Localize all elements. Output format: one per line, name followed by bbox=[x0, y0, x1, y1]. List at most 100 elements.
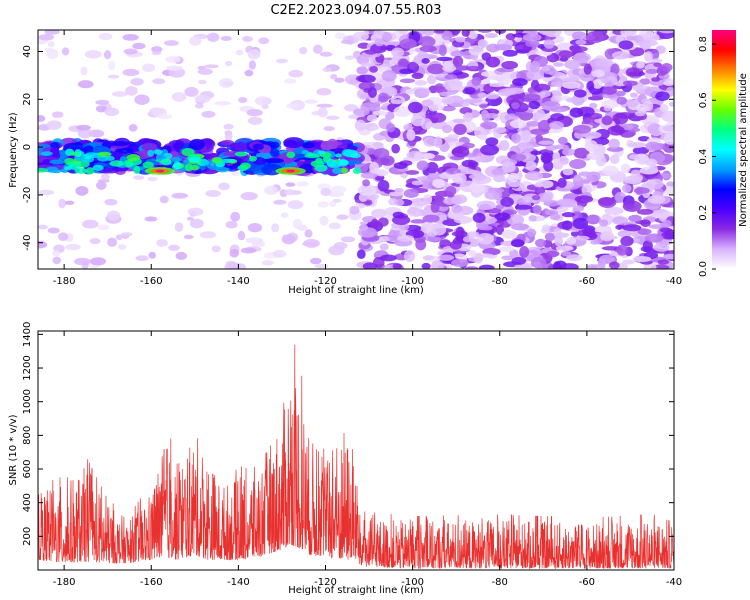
heatmap-cell bbox=[362, 262, 378, 269]
heatmap-cell bbox=[310, 257, 322, 265]
heatmap-cell bbox=[317, 201, 330, 208]
heatmap-cell bbox=[522, 33, 542, 42]
heatmap-cell bbox=[246, 109, 263, 117]
heatmap-cell bbox=[328, 222, 341, 230]
heatmap-cell bbox=[525, 40, 540, 48]
heatmap-cell bbox=[629, 92, 639, 98]
y-tick-label: 1400 bbox=[22, 322, 33, 347]
heatmap-cell bbox=[163, 40, 179, 46]
heatmap-cell bbox=[573, 147, 590, 159]
heatmap-cell bbox=[197, 68, 213, 76]
heatmap-cell bbox=[539, 90, 551, 98]
heatmap-cell bbox=[591, 69, 605, 78]
heatmap-cell bbox=[332, 167, 343, 174]
heatmap-cell bbox=[461, 30, 470, 37]
heatmap-y-axis-label: Frequency (Hz) bbox=[8, 112, 19, 188]
heatmap-cell bbox=[322, 67, 332, 73]
heatmap-cell bbox=[467, 231, 480, 238]
heatmap-cell bbox=[320, 187, 332, 196]
heatmap-cell bbox=[344, 55, 355, 60]
heatmap-cell bbox=[389, 59, 398, 65]
heatmap-cell bbox=[187, 207, 204, 216]
heatmap-cell bbox=[393, 106, 412, 117]
heatmap-cell bbox=[349, 205, 360, 215]
heatmap-cell bbox=[637, 135, 650, 142]
heatmap-cell bbox=[623, 175, 643, 185]
heatmap-cell bbox=[545, 144, 558, 151]
heatmap-cell bbox=[542, 191, 554, 202]
heatmap-cell bbox=[666, 181, 674, 188]
heatmap-cell bbox=[425, 161, 439, 174]
heatmap-cell bbox=[644, 233, 664, 243]
heatmap-cell bbox=[451, 203, 462, 214]
heatmap-cell bbox=[175, 251, 188, 260]
heatmap-cell bbox=[617, 230, 632, 238]
heatmap-cell bbox=[107, 237, 118, 247]
heatmap-cell bbox=[148, 251, 156, 259]
heatmap-cell bbox=[645, 68, 659, 74]
snr-panel: -180 -160 -140 -120 -100 -80 -60 -40 200 400 600 8… bbox=[8, 322, 682, 596]
heatmap-cell bbox=[589, 102, 598, 109]
y-tick-label: -20 bbox=[22, 187, 33, 203]
x-tick-label: -60 bbox=[579, 276, 595, 287]
heatmap-cell bbox=[352, 31, 369, 42]
heatmap-cell bbox=[418, 36, 436, 48]
heatmap-cell bbox=[451, 172, 467, 184]
heatmap-cell bbox=[616, 96, 628, 105]
heatmap-cell bbox=[483, 234, 494, 243]
heatmap-cell bbox=[336, 214, 349, 220]
heatmap-cell bbox=[104, 107, 120, 117]
heatmap-cell bbox=[546, 250, 560, 258]
heatmap-cell bbox=[513, 263, 532, 269]
heatmap-cell bbox=[479, 103, 488, 109]
heatmap-cell bbox=[160, 158, 172, 166]
heatmap-cell bbox=[586, 214, 600, 225]
heatmap-cell bbox=[502, 49, 518, 57]
heatmap-cell bbox=[515, 204, 532, 210]
heatmap-cell bbox=[133, 165, 141, 174]
heatmap-cell bbox=[61, 47, 70, 56]
heatmap-cell bbox=[562, 220, 573, 231]
heatmap-cell bbox=[194, 103, 204, 109]
heatmap-cell bbox=[211, 245, 221, 253]
heatmap-cell bbox=[38, 224, 49, 230]
snr-x-ticks: -180 -160 -140 -120 -100 -80 -60 -40 bbox=[53, 331, 682, 588]
heatmap-cell bbox=[234, 151, 248, 157]
heatmap-cell bbox=[556, 198, 575, 207]
heatmap-cell bbox=[572, 124, 592, 134]
heatmap-cell bbox=[386, 123, 396, 133]
heatmap-cell bbox=[494, 30, 507, 34]
heatmap-cell bbox=[77, 128, 93, 139]
heatmap-cell bbox=[100, 173, 110, 181]
heatmap-cell bbox=[316, 88, 332, 96]
colorbar-tick-label: 0.6 bbox=[698, 92, 709, 108]
heatmap-cell bbox=[118, 244, 127, 250]
heatmap-cell bbox=[283, 137, 305, 148]
heatmap-cell bbox=[663, 133, 674, 145]
heatmap-cell bbox=[444, 73, 458, 80]
heatmap-cell bbox=[477, 39, 489, 48]
heatmap-cell bbox=[500, 197, 514, 207]
heatmap-cell bbox=[472, 212, 486, 223]
heatmap-cell bbox=[399, 78, 416, 84]
heatmap-cell bbox=[620, 236, 634, 247]
heatmap-cell bbox=[662, 253, 674, 260]
x-tick-label: -120 bbox=[314, 276, 337, 287]
heatmap-cell bbox=[452, 55, 464, 67]
heatmap-cell bbox=[63, 158, 75, 165]
heatmap-cell bbox=[166, 65, 183, 71]
heatmap-cell bbox=[618, 40, 634, 50]
heatmap-cell bbox=[495, 204, 505, 210]
heatmap-cell bbox=[421, 99, 434, 107]
heatmap-cell bbox=[659, 104, 669, 113]
heatmap-cell bbox=[501, 229, 517, 239]
heatmap-cell bbox=[248, 60, 256, 70]
heatmap-cell bbox=[425, 236, 442, 242]
heatmap-cell bbox=[452, 118, 466, 124]
heatmap-cell bbox=[399, 38, 417, 49]
heatmap-cell bbox=[526, 69, 545, 81]
heatmap-cell bbox=[184, 163, 194, 172]
heatmap-cell bbox=[542, 224, 551, 231]
heatmap-cell bbox=[252, 143, 264, 150]
y-tick-label: 0 bbox=[22, 144, 33, 150]
